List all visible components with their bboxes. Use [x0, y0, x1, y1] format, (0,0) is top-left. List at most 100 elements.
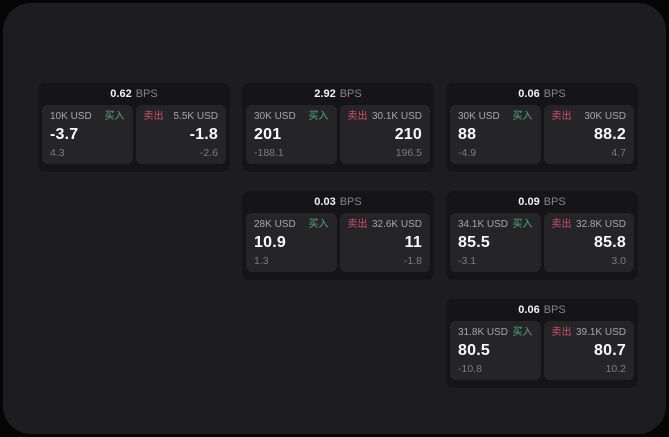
buy-panel[interactable]: 10K USD 买入 -3.7 4.3 — [42, 105, 133, 164]
card-body: 31.8K USD 买入 80.5 -10.8 卖出 39.1K USD 80.… — [446, 321, 638, 384]
buy-panel-top: 10K USD 买入 — [50, 112, 125, 122]
sell-amount: 30.1K USD — [371, 111, 422, 122]
quote-card: 0.06 BPS 31.8K USD 买入 80.5 -10.8 卖出 39.1… — [446, 299, 638, 388]
bps-unit-label: BPS — [543, 195, 566, 208]
buy-quote-delta: -10.8 — [458, 362, 482, 375]
buy-tag: 买入 — [512, 111, 533, 122]
card-header: 0.62 BPS — [38, 83, 230, 105]
sell-tag: 卖出 — [347, 111, 368, 122]
sell-quote-value: 210 — [394, 125, 422, 143]
buy-amount: 34.1K USD — [458, 219, 509, 230]
sell-tag: 卖出 — [551, 111, 572, 122]
sell-quote-delta: -2.6 — [199, 146, 218, 159]
buy-panel[interactable]: 28K USD 买入 10.9 1.3 — [246, 213, 337, 272]
buy-quote-delta: -4.9 — [458, 146, 477, 159]
buy-panel-top: 30K USD 买入 — [458, 112, 533, 122]
card-header: 0.09 BPS — [446, 191, 638, 213]
sell-quote-delta: 3.0 — [611, 254, 626, 267]
sell-quote-value: 11 — [404, 233, 422, 251]
sell-panel-top: 卖出 39.1K USD — [552, 328, 627, 338]
sell-panel-top: 卖出 30K USD — [552, 112, 627, 122]
buy-panel-top: 30K USD 买入 — [254, 112, 329, 122]
sell-panel-top: 卖出 30.1K USD — [348, 112, 423, 122]
buy-amount: 28K USD — [254, 219, 296, 230]
bps-value: 0.62 — [110, 87, 132, 100]
sell-amount: 32.6K USD — [371, 219, 422, 230]
sell-quote-value: 88.2 — [594, 125, 626, 143]
sell-panel[interactable]: 卖出 5.5K USD -1.8 -2.6 — [135, 105, 226, 164]
sell-panel-top: 卖出 32.8K USD — [552, 220, 627, 230]
bps-unit-label: BPS — [135, 87, 158, 100]
buy-amount: 10K USD — [50, 111, 92, 122]
bps-value: 0.09 — [518, 195, 540, 208]
buy-quote-value: 85.5 — [458, 233, 490, 251]
card-header: 0.03 BPS — [242, 191, 434, 213]
quote-card: 0.09 BPS 34.1K USD 买入 85.5 -3.1 卖出 32.8K… — [446, 191, 638, 280]
card-body: 30K USD 买入 88 -4.9 卖出 30K USD 88.2 4.7 — [446, 105, 638, 168]
quote-card: 0.06 BPS 30K USD 买入 88 -4.9 卖出 30K USD 8… — [446, 83, 638, 172]
sell-quote-delta: 196.5 — [395, 146, 422, 159]
buy-panel[interactable]: 31.8K USD 买入 80.5 -10.8 — [450, 321, 541, 380]
card-body: 34.1K USD 买入 85.5 -3.1 卖出 32.8K USD 85.8… — [446, 213, 638, 276]
sell-amount: 32.8K USD — [575, 219, 626, 230]
card-body: 10K USD 买入 -3.7 4.3 卖出 5.5K USD -1.8 -2.… — [38, 105, 230, 168]
card-body: 30K USD 买入 201 -188.1 卖出 30.1K USD 210 1… — [242, 105, 434, 168]
bps-unit-label: BPS — [543, 87, 566, 100]
buy-quote-value: 88 — [458, 125, 477, 143]
sell-panel[interactable]: 卖出 30K USD 88.2 4.7 — [543, 105, 634, 164]
sell-amount: 39.1K USD — [575, 327, 626, 338]
bps-value: 0.06 — [518, 303, 540, 316]
buy-tag: 买入 — [512, 327, 533, 338]
buy-quote-delta: -3.1 — [458, 254, 477, 267]
sell-amount: 30K USD — [584, 111, 626, 122]
bps-value: 0.03 — [314, 195, 336, 208]
quote-card: 2.92 BPS 30K USD 买入 201 -188.1 卖出 30.1K … — [242, 83, 434, 172]
sell-quote-value: -1.8 — [189, 125, 218, 143]
bps-value: 2.92 — [314, 87, 336, 100]
buy-quote-delta: 4.3 — [50, 146, 65, 159]
sell-panel[interactable]: 卖出 30.1K USD 210 196.5 — [339, 105, 430, 164]
sell-panel[interactable]: 卖出 32.8K USD 85.8 3.0 — [543, 213, 634, 272]
bps-unit-label: BPS — [339, 87, 362, 100]
app-surface: 0.62 BPS 10K USD 买入 -3.7 4.3 卖出 5.5K USD… — [3, 3, 666, 434]
buy-tag: 买入 — [308, 111, 329, 122]
sell-quote-value: 80.7 — [594, 341, 626, 359]
buy-tag: 买入 — [104, 111, 125, 122]
buy-tag: 买入 — [512, 219, 533, 230]
sell-quote-delta: 10.2 — [605, 362, 626, 375]
buy-amount: 31.8K USD — [458, 327, 509, 338]
buy-quote-delta: 1.3 — [254, 254, 269, 267]
buy-amount: 30K USD — [254, 111, 296, 122]
buy-tag: 买入 — [308, 219, 329, 230]
buy-panel-top: 28K USD 买入 — [254, 220, 329, 230]
buy-panel[interactable]: 30K USD 买入 88 -4.9 — [450, 105, 541, 164]
card-body: 28K USD 买入 10.9 1.3 卖出 32.6K USD 11 -1.8 — [242, 213, 434, 276]
quote-card: 0.62 BPS 10K USD 买入 -3.7 4.3 卖出 5.5K USD… — [38, 83, 230, 172]
card-header: 0.06 BPS — [446, 299, 638, 321]
buy-panel[interactable]: 30K USD 买入 201 -188.1 — [246, 105, 337, 164]
card-header: 0.06 BPS — [446, 83, 638, 105]
buy-quote-value: 10.9 — [254, 233, 286, 251]
sell-amount: 5.5K USD — [173, 111, 218, 122]
buy-amount: 30K USD — [458, 111, 500, 122]
buy-panel-top: 31.8K USD 买入 — [458, 328, 533, 338]
buy-quote-delta: -188.1 — [254, 146, 284, 159]
sell-quote-value: 85.8 — [594, 233, 626, 251]
sell-tag: 卖出 — [347, 219, 368, 230]
bps-unit-label: BPS — [543, 303, 566, 316]
buy-quote-value: 201 — [254, 125, 282, 143]
sell-tag: 卖出 — [143, 111, 164, 122]
sell-tag: 卖出 — [551, 327, 572, 338]
buy-quote-value: 80.5 — [458, 341, 490, 359]
bps-unit-label: BPS — [339, 195, 362, 208]
card-header: 2.92 BPS — [242, 83, 434, 105]
sell-panel-top: 卖出 5.5K USD — [144, 112, 219, 122]
sell-quote-delta: -1.8 — [403, 254, 422, 267]
buy-panel-top: 34.1K USD 买入 — [458, 220, 533, 230]
buy-panel[interactable]: 34.1K USD 买入 85.5 -3.1 — [450, 213, 541, 272]
sell-panel[interactable]: 卖出 39.1K USD 80.7 10.2 — [543, 321, 634, 380]
buy-quote-value: -3.7 — [50, 125, 79, 143]
sell-tag: 卖出 — [551, 219, 572, 230]
sell-quote-delta: 4.7 — [611, 146, 626, 159]
sell-panel[interactable]: 卖出 32.6K USD 11 -1.8 — [339, 213, 430, 272]
